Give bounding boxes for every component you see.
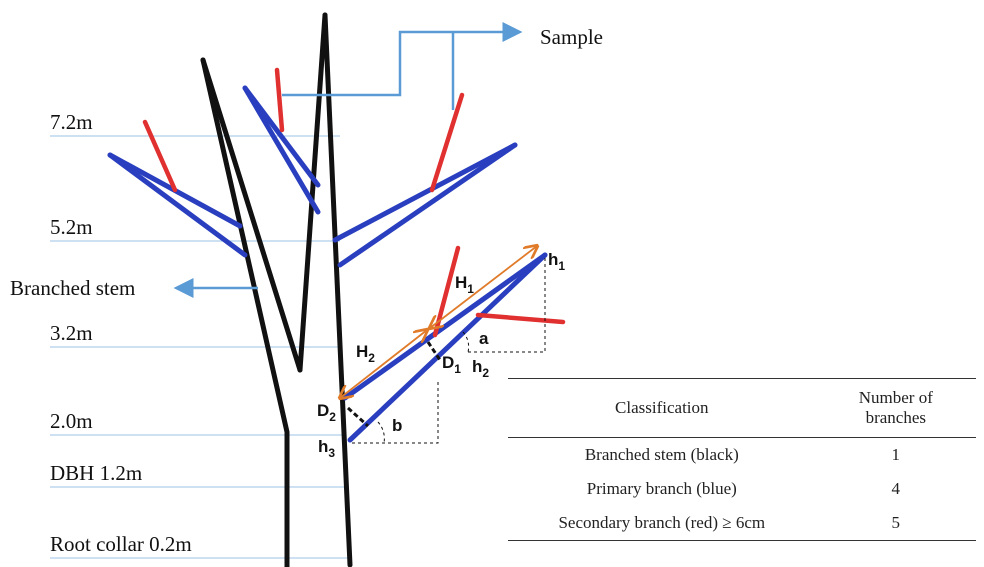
measurement-symbol: b <box>392 416 402 435</box>
height-label: 5.2m <box>50 215 93 239</box>
stems <box>200 12 353 567</box>
branched-stem-label: Branched stem <box>10 276 135 300</box>
table-row: Secondary branch (red) ≥ 6cm 5 <box>508 506 976 541</box>
height-lines <box>50 135 348 559</box>
header-cell: Number of branches <box>815 378 976 438</box>
measurement-symbol: h <box>472 357 482 376</box>
measurement-symbol: h <box>318 437 328 456</box>
measurement-subscript: 2 <box>329 410 336 424</box>
measurement-symbol: H <box>356 342 368 361</box>
measurement-subscript: 3 <box>328 446 335 460</box>
measurement-symbol: D <box>317 401 329 420</box>
measurement-subscript: 2 <box>368 351 375 365</box>
length-arrows <box>340 246 537 398</box>
height-label: 3.2m <box>50 321 93 345</box>
sample-label: Sample <box>540 25 603 49</box>
count-cell: 5 <box>815 506 976 541</box>
measurement-symbol: D <box>442 353 454 372</box>
measurement-symbol: h <box>548 250 558 269</box>
measurement-subscript: 1 <box>467 282 474 296</box>
count-cell: 4 <box>891 479 901 498</box>
classification-table: Classification Number of branches Branch… <box>508 378 976 541</box>
measurement-label: H1 <box>455 273 474 296</box>
measurement-label: D2 <box>317 401 336 424</box>
height-label: DBH 1.2m <box>50 461 142 485</box>
sample-connector <box>173 22 523 298</box>
diameter-marks <box>346 341 442 428</box>
table-row: Branched stem (black) 1 <box>508 438 976 473</box>
height-label: 7.2m <box>50 110 93 134</box>
height-label: Root collar 0.2m <box>50 532 192 556</box>
primary-branches <box>107 85 548 443</box>
measurement-subscript: 1 <box>558 259 565 273</box>
measurement-label: b <box>392 416 402 435</box>
measurement-subscript: 1 <box>454 362 461 376</box>
measurement-label: h3 <box>318 437 335 460</box>
class-cell: Branched stem (black) <box>584 445 739 464</box>
count-cell: 1 <box>891 445 901 464</box>
height-label: 2.0m <box>50 409 93 433</box>
class-cell: Primary branch (blue) <box>586 479 737 498</box>
measurement-label: a <box>479 329 489 348</box>
measurement-label: h2 <box>472 357 489 380</box>
measurement-subscript: 2 <box>482 366 489 380</box>
table-row: Primary branch (blue) 4 <box>508 472 976 506</box>
header-cell: Classification <box>508 378 816 438</box>
measurement-label: D1 <box>442 353 461 376</box>
measurement-label: h1 <box>548 250 565 273</box>
reference-lines <box>350 258 546 444</box>
measurement-symbol: a <box>479 329 489 348</box>
table-header: Classification Number of branches <box>508 378 976 438</box>
measurement-symbol: H <box>455 273 467 292</box>
class-cell: Secondary branch (red) ≥ 6cm <box>508 506 816 541</box>
measurement-label: H2 <box>356 342 375 365</box>
